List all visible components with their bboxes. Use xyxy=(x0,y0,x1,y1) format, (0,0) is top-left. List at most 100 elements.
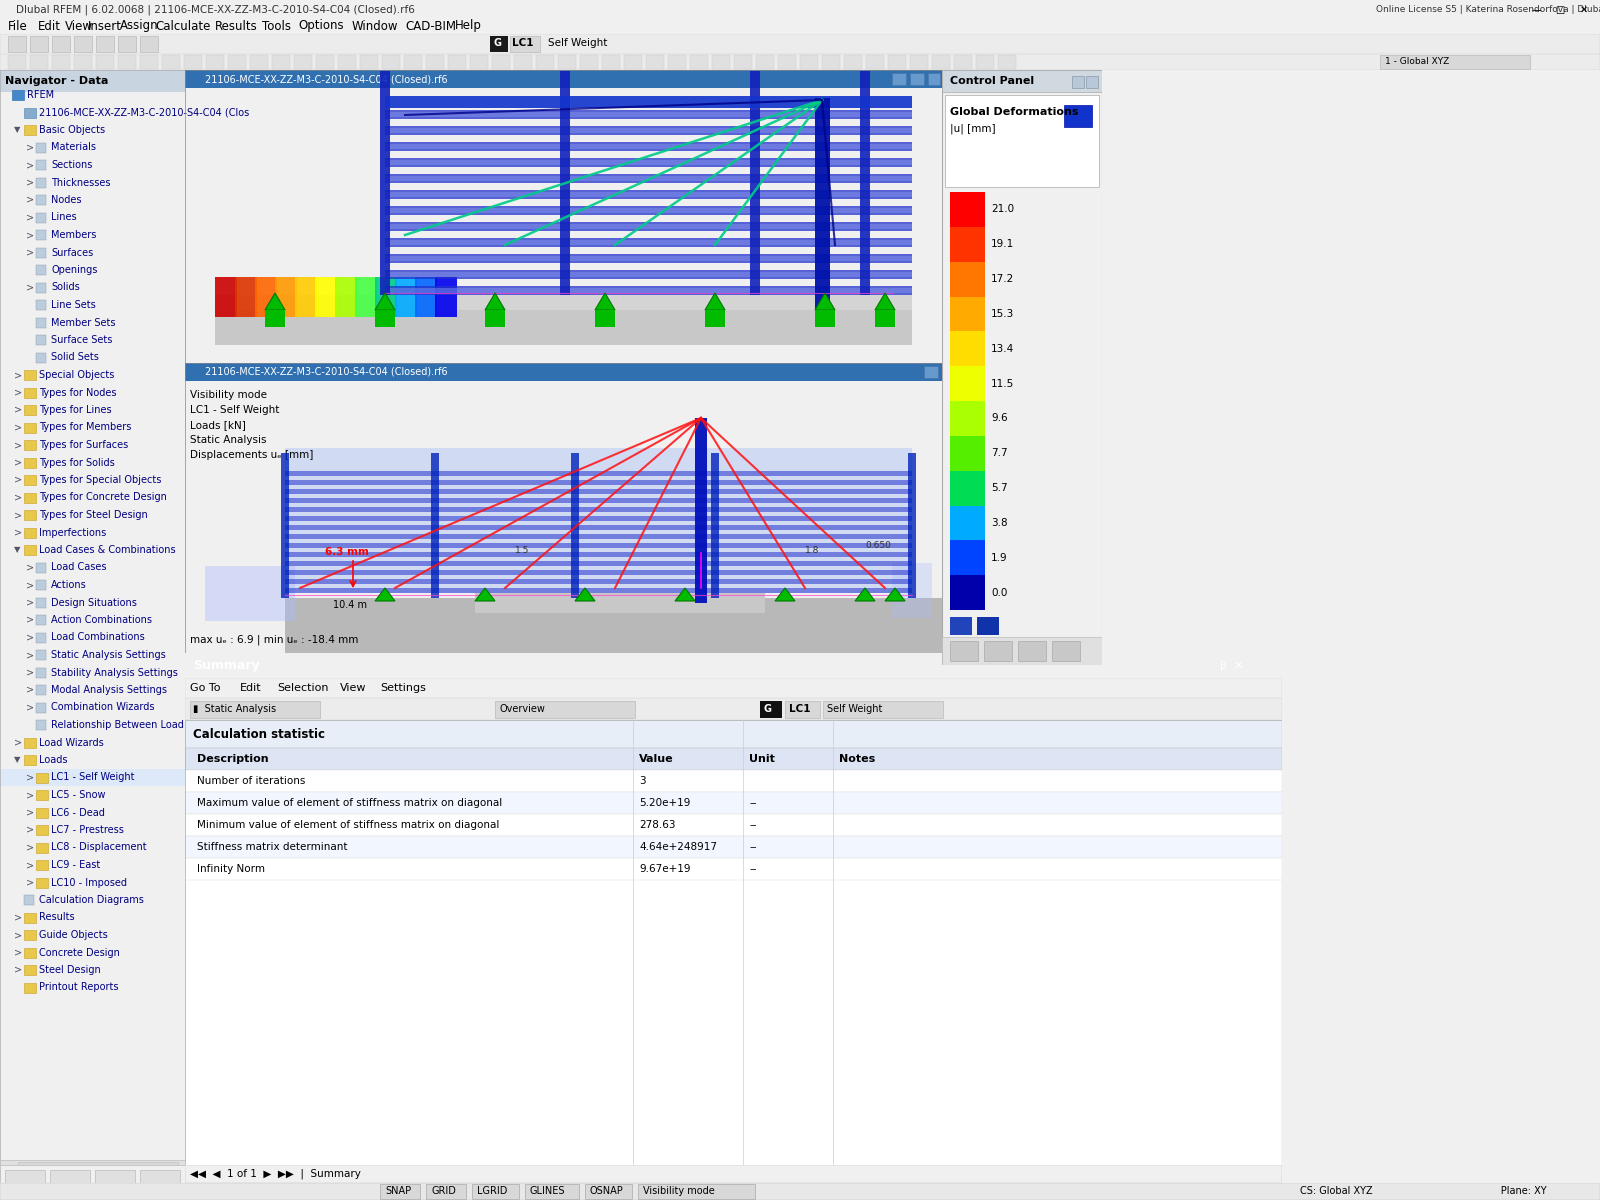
Text: 21106-MCE-XX-ZZ-M3-C-2010-S4-C04 (Clos: 21106-MCE-XX-ZZ-M3-C-2010-S4-C04 (Clos xyxy=(38,108,250,118)
Text: LC7 - Prestress: LC7 - Prestress xyxy=(51,826,123,835)
Bar xyxy=(712,55,730,68)
Text: Modal Analysis Settings: Modal Analysis Settings xyxy=(51,685,166,695)
Text: >: > xyxy=(14,492,22,503)
Bar xyxy=(355,277,378,317)
Bar xyxy=(24,492,35,503)
Text: >: > xyxy=(26,808,34,817)
Bar xyxy=(18,1162,178,1178)
Bar xyxy=(950,401,986,436)
Bar xyxy=(950,296,986,331)
Text: Nodes: Nodes xyxy=(51,194,82,205)
Text: 6.3 mm: 6.3 mm xyxy=(325,547,370,557)
Bar xyxy=(94,1170,134,1196)
Polygon shape xyxy=(374,588,395,601)
Text: G: G xyxy=(493,38,501,48)
Polygon shape xyxy=(266,293,285,310)
Bar xyxy=(950,505,986,540)
Bar xyxy=(24,965,35,974)
Bar xyxy=(426,1184,466,1199)
Polygon shape xyxy=(595,293,614,310)
Bar xyxy=(558,55,576,68)
Bar xyxy=(386,190,912,199)
Text: >: > xyxy=(14,475,22,485)
Text: Special Objects: Special Objects xyxy=(38,370,114,380)
Bar xyxy=(206,55,224,68)
Bar xyxy=(381,1184,419,1199)
Bar xyxy=(950,470,986,505)
Bar xyxy=(141,1170,179,1196)
Text: Self Weight: Self Weight xyxy=(547,38,608,48)
Text: OSNAP: OSNAP xyxy=(590,1187,624,1196)
Bar xyxy=(386,160,912,164)
Text: 11.5: 11.5 xyxy=(990,378,1014,389)
Bar xyxy=(285,498,912,503)
Bar xyxy=(386,110,912,119)
Text: Displacements uₑ [mm]: Displacements uₑ [mm] xyxy=(190,450,314,460)
Bar xyxy=(35,842,48,852)
Text: Stability Analysis Settings: Stability Analysis Settings xyxy=(51,667,178,678)
Bar xyxy=(490,36,509,52)
Bar xyxy=(814,310,835,326)
Polygon shape xyxy=(475,588,494,601)
Bar xyxy=(875,310,894,326)
Bar xyxy=(35,194,46,205)
Bar xyxy=(250,55,269,68)
Bar xyxy=(254,277,277,317)
Bar xyxy=(950,540,986,575)
Bar xyxy=(24,930,35,940)
Text: CS: Global XYZ                                         Plane: XY: CS: Global XYZ Plane: XY xyxy=(1299,1187,1547,1196)
Bar xyxy=(638,1184,755,1199)
Bar xyxy=(386,254,912,263)
Text: >: > xyxy=(14,912,22,923)
Bar xyxy=(786,701,819,718)
Bar xyxy=(186,836,1282,858)
Bar xyxy=(893,73,906,85)
Text: Solids: Solids xyxy=(51,282,80,293)
Text: Design Situations: Design Situations xyxy=(51,598,138,607)
Bar xyxy=(334,277,357,317)
Text: 1.5: 1.5 xyxy=(515,546,530,554)
Bar xyxy=(734,55,752,68)
Text: 15.3: 15.3 xyxy=(990,308,1014,319)
Bar xyxy=(950,331,986,366)
Bar xyxy=(1072,76,1085,88)
Bar xyxy=(954,55,973,68)
Bar xyxy=(430,452,438,598)
Text: 21106-MCE-XX-ZZ-M3-C-2010-S4-C04 (Closed).rf6: 21106-MCE-XX-ZZ-M3-C-2010-S4-C04 (Closed… xyxy=(205,367,448,377)
Text: Online License S5 | Katerina Rosendorfova | Dlubal Software s.r.o.: Online License S5 | Katerina Rosendorfov… xyxy=(1376,6,1600,14)
Bar xyxy=(275,277,298,317)
Bar xyxy=(472,1184,518,1199)
Text: >: > xyxy=(14,404,22,415)
Text: LGRID: LGRID xyxy=(477,1187,507,1196)
Text: GRID: GRID xyxy=(430,1187,456,1196)
Text: Window: Window xyxy=(352,19,398,32)
Bar xyxy=(24,738,35,748)
Bar xyxy=(710,452,718,598)
Bar xyxy=(285,490,912,494)
Bar xyxy=(426,55,445,68)
Bar xyxy=(386,176,912,181)
Bar xyxy=(294,55,312,68)
Text: Insert: Insert xyxy=(88,19,122,32)
Text: LC1: LC1 xyxy=(512,38,533,48)
Bar xyxy=(386,192,912,197)
Bar xyxy=(579,55,598,68)
Bar xyxy=(35,143,46,152)
Bar xyxy=(888,55,906,68)
Polygon shape xyxy=(814,293,835,310)
Text: Thicknesses: Thicknesses xyxy=(51,178,110,187)
Text: 1.8: 1.8 xyxy=(805,546,819,554)
Bar xyxy=(814,98,830,314)
Bar xyxy=(386,112,912,116)
Text: >: > xyxy=(14,948,22,958)
Bar xyxy=(24,370,35,380)
Bar xyxy=(24,475,35,485)
Bar xyxy=(374,277,397,317)
Text: --: -- xyxy=(749,798,757,808)
Bar xyxy=(386,238,912,247)
Text: Navigator - Data: Navigator - Data xyxy=(5,76,109,86)
Text: >: > xyxy=(26,826,34,835)
Bar xyxy=(950,262,986,296)
Bar xyxy=(285,534,912,539)
Bar xyxy=(386,144,912,149)
